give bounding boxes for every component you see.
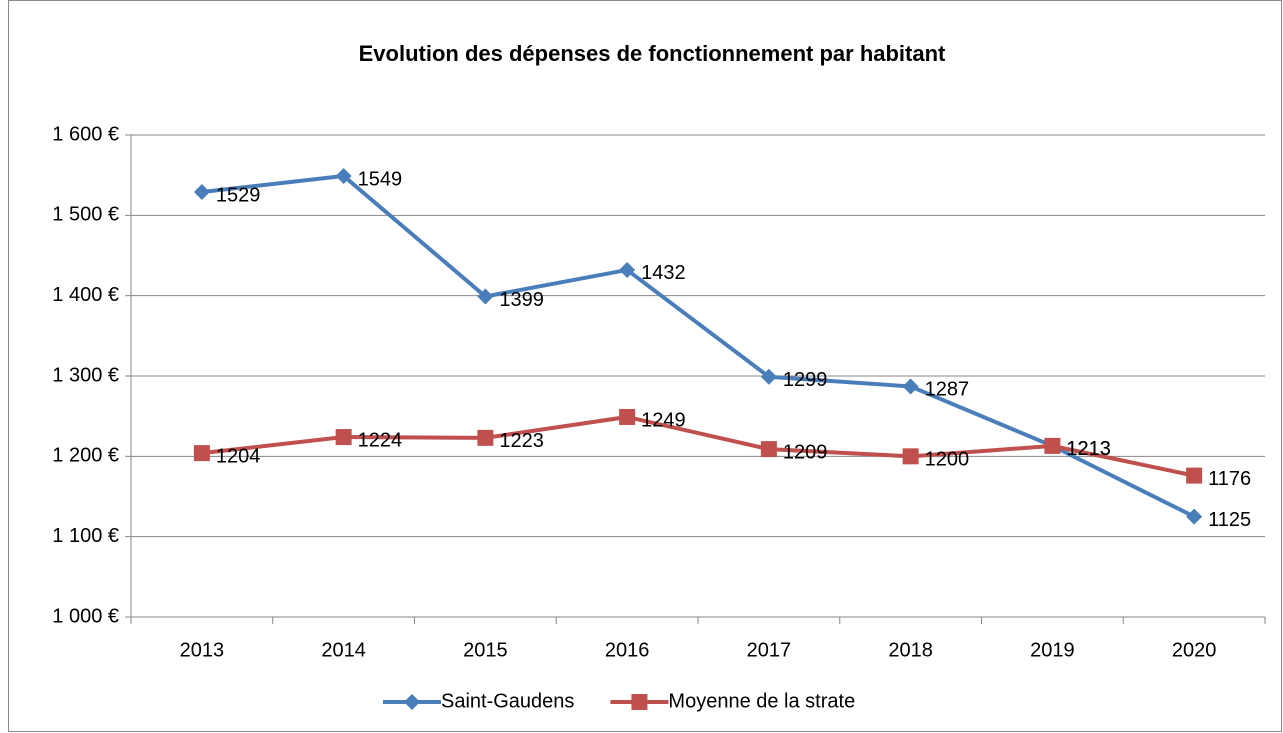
- x-tick-label: 2015: [463, 639, 508, 661]
- chart-frame: [8, 0, 1282, 732]
- data-point: [1186, 467, 1203, 484]
- data-label: 1204: [216, 445, 261, 467]
- y-tick-label: 1 300 €: [52, 364, 119, 386]
- data-label: 1200: [925, 449, 970, 471]
- data-label: 1125: [1208, 509, 1251, 531]
- series-line: [201, 414, 1195, 478]
- x-tick-label: 2014: [321, 639, 366, 661]
- legend-marker: [631, 694, 648, 710]
- x-tick-label: 2018: [888, 639, 933, 661]
- y-tick-label: 1 400 €: [52, 284, 119, 306]
- y-tick-label: 1 500 €: [52, 204, 119, 226]
- data-point: [902, 378, 919, 395]
- y-tick-label: 1 100 €: [52, 525, 119, 547]
- data-label: 1176: [1208, 468, 1251, 490]
- series-line: [201, 173, 1196, 519]
- data-label: 1529: [216, 184, 261, 206]
- data-point: [1186, 508, 1203, 525]
- data-point: [335, 167, 352, 184]
- data-point: [902, 448, 919, 465]
- data-point: [1044, 437, 1061, 454]
- legend-label: Moyenne de la strate: [668, 690, 855, 712]
- x-tick-label: 2020: [1172, 639, 1217, 661]
- legend-marker: [404, 694, 420, 710]
- data-label: 1287: [925, 379, 970, 401]
- y-tick-label: 1 600 €: [52, 123, 119, 145]
- data-label: 1223: [499, 430, 544, 452]
- data-point: [335, 429, 352, 446]
- data-point: [760, 441, 777, 458]
- y-tick-label: 1 200 €: [52, 445, 119, 467]
- data-point: [193, 445, 210, 462]
- chart-title: Evolution des dépenses de fonctionnement…: [359, 41, 946, 66]
- data-label: 1549: [358, 168, 403, 190]
- data-point: [619, 408, 636, 425]
- data-point: [619, 261, 636, 278]
- data-point: [477, 429, 494, 446]
- data-label: 1213: [1066, 438, 1111, 460]
- x-tick-label: 2019: [1030, 639, 1075, 661]
- data-point: [760, 368, 777, 385]
- x-tick-label: 2016: [605, 639, 650, 661]
- data-point: [477, 288, 494, 305]
- x-tick-label: 2013: [180, 639, 225, 661]
- data-label: 1249: [641, 409, 686, 431]
- data-label: 1432: [641, 262, 686, 284]
- data-label: 1224: [358, 429, 403, 451]
- data-label: 1299: [783, 369, 828, 391]
- legend-label: Saint-Gaudens: [441, 690, 574, 712]
- data-label: 1399: [499, 289, 544, 311]
- y-tick-label: 1 000 €: [52, 605, 119, 627]
- data-label: 1209: [783, 441, 828, 463]
- data-point: [193, 184, 210, 201]
- x-tick-label: 2017: [747, 639, 792, 661]
